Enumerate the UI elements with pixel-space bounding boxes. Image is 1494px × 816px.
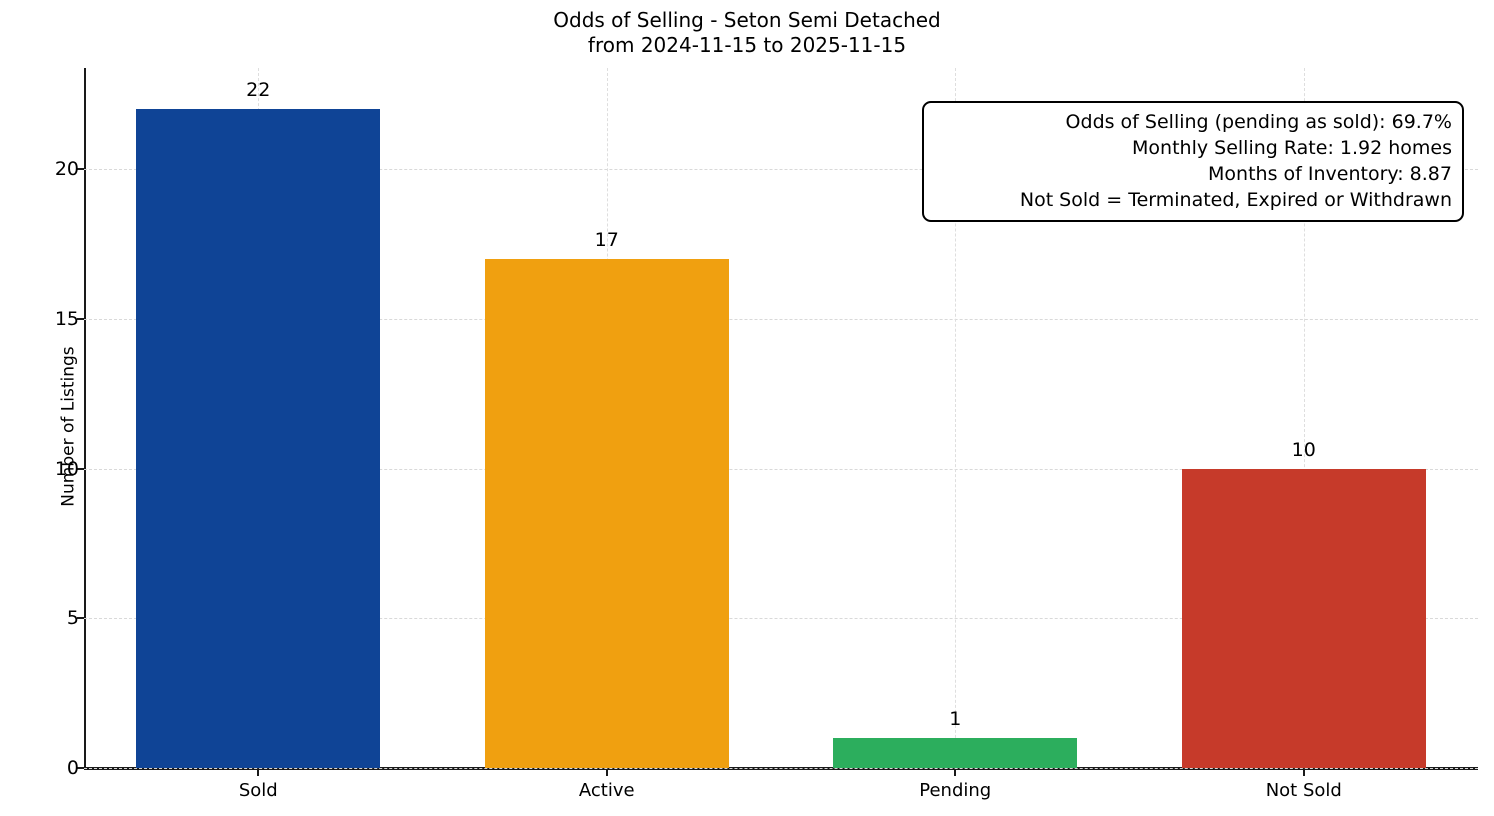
x-tick-label-active: Active	[578, 780, 635, 801]
x-tick-mark	[954, 769, 957, 776]
gridline-horizontal	[84, 318, 1478, 320]
y-tick-mark	[77, 617, 84, 620]
bar-sold[interactable]	[136, 109, 381, 768]
x-tick-mark	[605, 769, 608, 776]
gridline-horizontal	[84, 468, 1478, 470]
bar-not-sold[interactable]	[1181, 468, 1426, 768]
bar-value-label: 10	[1291, 438, 1316, 461]
x-tick-mark	[1302, 769, 1305, 776]
gridline-vertical	[1303, 68, 1305, 768]
chart-title: Odds of Selling - Seton Semi Detached fr…	[553, 8, 941, 57]
x-tick-label-pending: Pending	[919, 780, 992, 801]
y-tick-label: 15	[54, 307, 79, 330]
plot-area	[84, 68, 1478, 769]
y-tick-mark	[77, 317, 84, 320]
gridline-horizontal	[84, 169, 1478, 171]
y-tick-label: 20	[54, 158, 79, 181]
gridline-horizontal	[84, 618, 1478, 620]
y-tick-label: 10	[54, 457, 79, 480]
y-tick-mark	[77, 767, 84, 769]
x-tick-label-sold: Sold	[238, 780, 278, 801]
info-box: Odds of Selling (pending as sold): 69.7%…	[922, 101, 1464, 222]
y-tick-mark	[77, 168, 84, 171]
info-line-selling-rate: Monthly Selling Rate: 1.92 homes	[1132, 137, 1452, 159]
y-tick-label: 5	[66, 607, 79, 630]
info-line-months-inventory: Months of Inventory: 8.87	[1208, 163, 1452, 185]
y-axis-label: Number of Listings	[58, 346, 79, 507]
info-line-not-sold-definition: Not Sold = Terminated, Expired or Withdr…	[1019, 189, 1452, 211]
info-line-odds: Odds of Selling (pending as sold): 69.7%	[1065, 111, 1452, 133]
bar-value-label: 17	[594, 229, 619, 252]
bar-active[interactable]	[484, 259, 729, 768]
y-axis-spine	[84, 68, 86, 769]
bar-pending[interactable]	[833, 738, 1078, 768]
gridline-horizontal	[84, 768, 1478, 769]
y-tick-label: 0	[66, 757, 79, 779]
y-tick-mark	[77, 467, 84, 470]
x-tick-mark	[257, 769, 260, 776]
x-tick-label-not-sold: Not Sold	[1265, 780, 1342, 801]
gridline-vertical	[955, 68, 957, 768]
bar-value-label: 22	[246, 79, 271, 102]
bar-value-label: 1	[949, 708, 962, 731]
